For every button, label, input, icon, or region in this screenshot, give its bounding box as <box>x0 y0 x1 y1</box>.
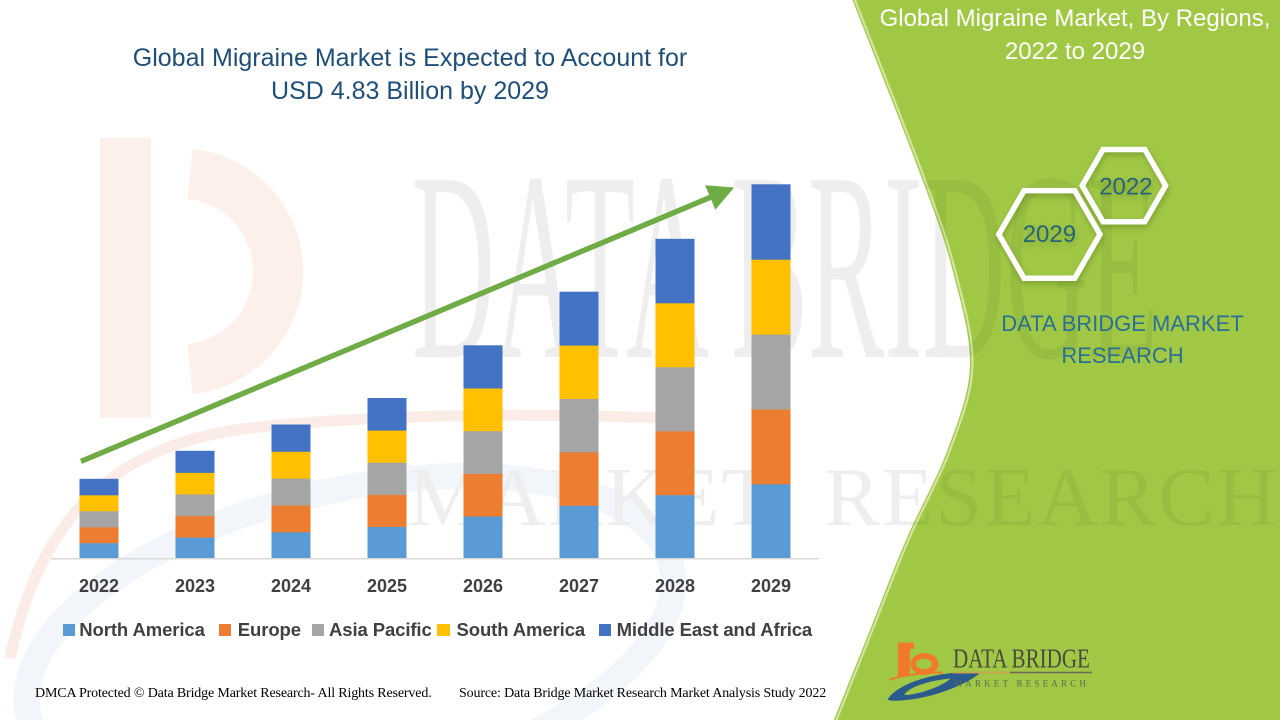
svg-text:2029: 2029 <box>1023 221 1076 248</box>
svg-text:DATA BRIDGE: DATA BRIDGE <box>953 644 1090 674</box>
svg-text:MARKET RESEARCH: MARKET RESEARCH <box>954 679 1089 689</box>
svg-text:2022: 2022 <box>1099 173 1152 200</box>
